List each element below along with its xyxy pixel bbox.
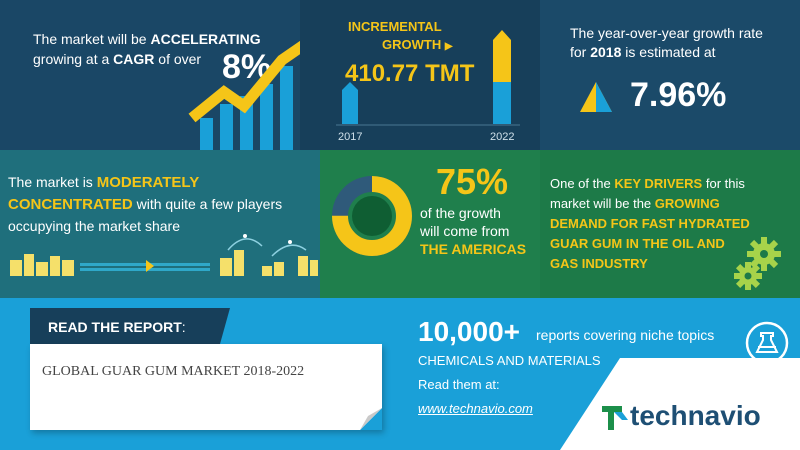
yoy-line2-post: is estimated at xyxy=(621,44,716,60)
drivers-line1-post: for this xyxy=(702,176,745,191)
concentration-emphasis-1: MODERATELY xyxy=(96,174,200,191)
cagr-line1-emphasis: ACCELERATING xyxy=(150,31,261,47)
growth-label-text: GROWTH xyxy=(382,37,442,52)
buildings-network-icon xyxy=(10,234,318,276)
americas-line2: will come from xyxy=(420,223,510,239)
key-drivers-panel: One of the KEY DRIVERS for this market w… xyxy=(540,150,800,298)
cagr-panel: The market will be ACCELERATING growing … xyxy=(0,0,300,150)
gears-icon xyxy=(734,237,781,290)
read-report-panel: READ THE REPORT: GLOBAL GUAR GUM MARKET … xyxy=(0,298,800,450)
read-report-colon: : xyxy=(181,319,186,335)
drivers-line1: One of the KEY DRIVERS for this xyxy=(550,174,745,194)
cagr-line2-pre: growing at a xyxy=(33,51,114,67)
americas-region: THE AMERICAS xyxy=(420,241,527,257)
drivers-line4: GUAR GUM IN THE OIL AND xyxy=(550,236,725,251)
incremental-bars xyxy=(336,30,520,126)
drivers-line2-pre: market will be the xyxy=(550,196,655,211)
flask-gear-icon xyxy=(745,321,789,365)
cagr-line2-post: of over xyxy=(154,51,202,67)
page-curl-icon xyxy=(360,408,382,430)
bar-2017 xyxy=(342,82,358,124)
incremental-label: INCREMENTAL xyxy=(348,19,442,34)
report-card[interactable]: GLOBAL GUAR GUM MARKET 2018-2022 xyxy=(30,344,382,430)
drivers-growing: GROWING xyxy=(654,196,720,211)
read-report-label: READ THE REPORT: xyxy=(48,318,186,336)
bottom-decor xyxy=(30,308,800,450)
concentration-line2: CONCENTRATED with quite a few players xyxy=(8,194,282,215)
year-end-label: 2022 xyxy=(490,131,515,143)
cagr-text-line2: growing at a CAGR of over xyxy=(33,50,201,68)
growth-label: GROWTH ▶ xyxy=(382,36,453,56)
concentration-panel: The market is MODERATELY CONCENTRATED wi… xyxy=(0,150,320,298)
drivers-emphasis: KEY DRIVERS xyxy=(614,176,703,191)
drivers-line3: DEMAND FOR FAST HYDRATED xyxy=(550,216,750,231)
triangle-icon xyxy=(580,82,612,112)
incremental-growth-panel: INCREMENTAL GROWTH ▶ 410.77 TMT 2017 202… xyxy=(300,0,540,150)
yoy-year: 2018 xyxy=(590,44,622,60)
americas-panel: 75% of the growth will come from THE AME… xyxy=(320,150,540,298)
incremental-growth-value: 410.77 TMT xyxy=(345,60,475,87)
yoy-line2-pre: for xyxy=(570,44,591,60)
drivers-line1-pre: One of the xyxy=(550,176,615,191)
cagr-line1-pre: The market will be xyxy=(33,31,151,47)
yoy-value: 7.96% xyxy=(630,76,727,114)
technavio-logo-text: technavio xyxy=(630,400,761,431)
cagr-text-line1: The market will be ACCELERATING xyxy=(33,30,261,48)
americas-line1: of the growth xyxy=(420,205,501,221)
concentration-line1-pre: The market is xyxy=(8,174,97,190)
drivers-line5: GAS INDUSTRY xyxy=(550,256,648,271)
read-report-text: READ THE REPORT xyxy=(48,319,182,335)
yoy-line2: for 2018 is estimated at xyxy=(570,43,716,61)
concentration-line2-post: with quite a few players xyxy=(132,196,283,212)
technavio-link[interactable]: www.technavio.com xyxy=(418,401,533,416)
report-title[interactable]: GLOBAL GUAR GUM MARKET 2018-2022 xyxy=(42,364,305,379)
growth-arrow-bars-icon xyxy=(188,40,300,150)
read-them-label: Read them at: xyxy=(418,377,500,392)
cagr-line2-emphasis: CAGR xyxy=(113,51,155,67)
report-count-desc: reports covering niche topics xyxy=(536,327,715,343)
technavio-logo-icon xyxy=(602,406,628,430)
report-count: 10,000+ xyxy=(418,316,520,347)
concentration-line3: occupying the market share xyxy=(8,218,180,234)
donut-chart-icon xyxy=(332,176,412,256)
drivers-line2: market will be the GROWING xyxy=(550,194,720,214)
concentration-emphasis-2: CONCENTRATED xyxy=(8,196,133,213)
year-start-label: 2017 xyxy=(338,131,363,143)
concentration-line1: The market is MODERATELY xyxy=(8,172,199,193)
yoy-line1: The year-over-year growth rate xyxy=(570,25,763,41)
play-arrow-icon: ▶ xyxy=(444,41,453,52)
report-category: CHEMICALS AND MATERIALS xyxy=(418,353,601,368)
americas-share-value: 75% xyxy=(436,161,509,202)
yoy-panel: The year-over-year growth rate for 2018 … xyxy=(540,0,800,150)
